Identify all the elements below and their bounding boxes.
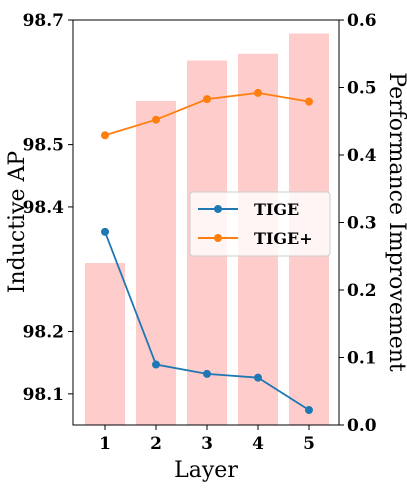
y-axis-left-title: Inductive AP xyxy=(5,151,30,294)
y-right-tick-label: 0.5 xyxy=(347,79,377,99)
y-right-tick-label: 0.3 xyxy=(347,214,377,234)
x-tick-label: 3 xyxy=(201,434,213,454)
legend-label-tige-plus: TIGE+ xyxy=(254,229,313,248)
point-tige-layer-5 xyxy=(305,406,313,415)
legend: TIGE TIGE+ xyxy=(189,191,331,257)
point-tige-plus-layer-4 xyxy=(254,88,262,97)
legend-marker-tige xyxy=(214,205,222,213)
point-tige-plus-layer-3 xyxy=(203,95,211,104)
y-left-tick-label: 98.5 xyxy=(23,136,64,156)
x-tick-label: 1 xyxy=(99,434,111,454)
bar-layer-1 xyxy=(85,263,125,425)
y-axis-right-title: Performance Improvement xyxy=(384,72,407,372)
ticks-layer: 1 2 3 4 5 98.1 98.2 98.4 98.5 98.7 0.0 0.1 0.2 0.3 0.4… xyxy=(23,11,377,454)
point-tige-plus-layer-5 xyxy=(305,97,313,106)
x-tick-label: 5 xyxy=(303,434,315,454)
legend-label-tige: TIGE xyxy=(254,200,299,219)
y-left-tick-label: 98.2 xyxy=(23,323,64,343)
y-right-tick-label: 0.1 xyxy=(347,349,377,369)
point-tige-plus-layer-1 xyxy=(101,131,109,140)
point-tige-layer-1 xyxy=(101,227,109,236)
y-right-tick-label: 0.4 xyxy=(347,146,377,166)
y-right-tick-label: 0.2 xyxy=(347,281,377,301)
x-axis-title: Layer xyxy=(174,458,238,483)
legend-marker-tige-plus xyxy=(214,234,222,242)
x-tick-label: 2 xyxy=(150,434,162,454)
point-tige-layer-3 xyxy=(203,369,211,378)
bar-layer-2 xyxy=(136,101,176,425)
point-tige-plus-layer-2 xyxy=(152,115,160,124)
lines-layer xyxy=(101,88,313,415)
point-tige-layer-2 xyxy=(152,360,160,369)
y-right-tick-label: 0.6 xyxy=(347,11,377,31)
y-left-tick-label: 98.7 xyxy=(23,11,64,31)
x-tick-label: 4 xyxy=(252,434,264,454)
y-right-tick-label: 0.0 xyxy=(347,416,377,436)
y-left-tick-label: 98.4 xyxy=(23,198,65,218)
point-tige-layer-4 xyxy=(254,373,262,382)
y-left-tick-label: 98.1 xyxy=(23,385,64,405)
